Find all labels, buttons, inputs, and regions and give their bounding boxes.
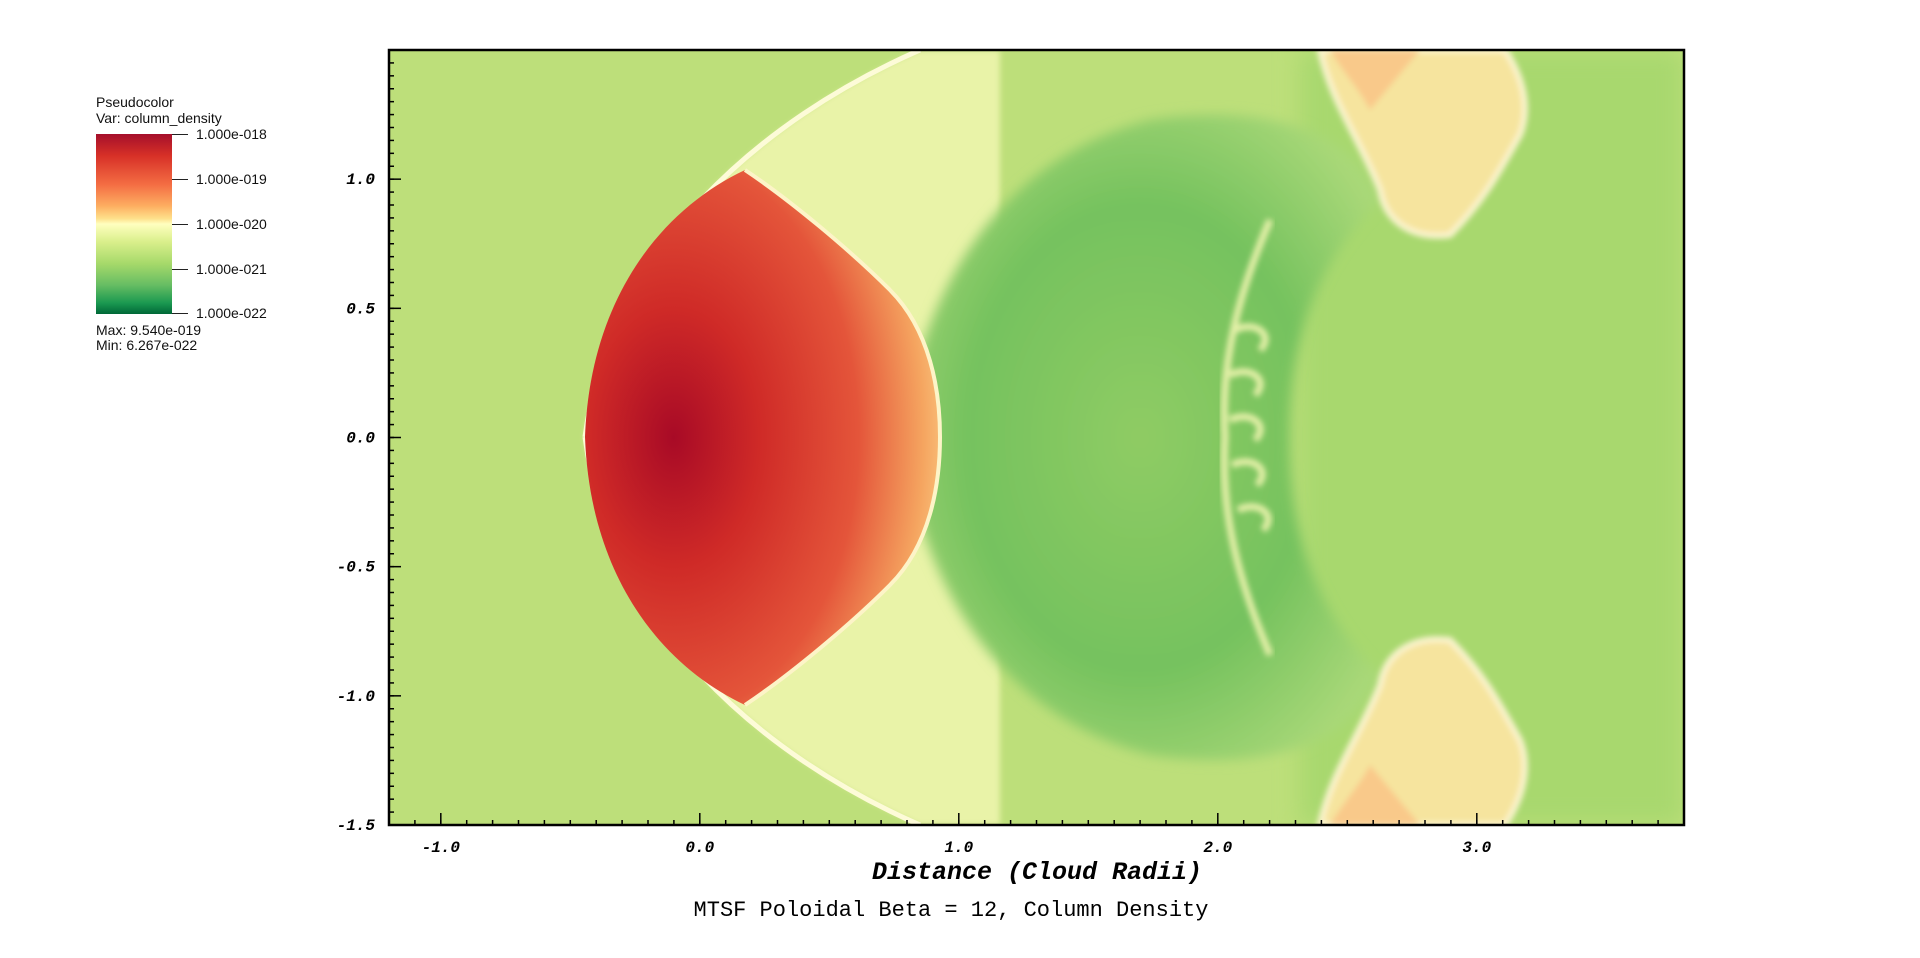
cloud-core — [585, 170, 940, 705]
x-tick-label: -1.0 — [422, 839, 461, 857]
outer-lobes — [1316, 50, 1528, 825]
y-tick-label: 0.5 — [346, 300, 375, 318]
colorbar-legend: Pseudocolor Var: column_density 1.000e-0… — [96, 94, 316, 364]
y-tick-label: 1.0 — [346, 171, 375, 189]
y-tick-label: -0.5 — [337, 559, 376, 577]
lower-lobe-core — [1330, 765, 1420, 825]
y-tick-label: -1.0 — [337, 688, 376, 706]
colorbar-tick — [172, 269, 188, 270]
heatmap-field — [389, 50, 1684, 825]
colorbar-gradient — [96, 134, 172, 314]
colorbar-tick-label: 1.000e-019 — [196, 171, 267, 187]
legend-max: Max: 9.540e-019 — [96, 322, 202, 338]
upper-lobe-core — [1330, 50, 1420, 110]
x-tick-label: 3.0 — [1462, 839, 1491, 857]
y-tick-label: -1.5 — [337, 817, 376, 835]
colorbar-tick-label: 1.000e-021 — [196, 261, 267, 277]
x-tick-label: 2.0 — [1203, 839, 1232, 857]
colorbar-tick — [172, 224, 188, 225]
chart-title: MTSF Poloidal Beta = 12, Column Density — [694, 898, 1209, 923]
y-tick-label: 0.0 — [346, 430, 375, 448]
x-axis-label: Distance (Cloud Radii) — [872, 858, 1202, 887]
legend-variable: Var: column_density — [96, 110, 222, 126]
wake-region — [900, 114, 1380, 761]
legend-min: Min: 6.267e-022 — [96, 337, 198, 353]
x-tick-label: 0.0 — [685, 839, 714, 857]
colorbar-tick-label: 1.000e-020 — [196, 216, 267, 232]
axes: -1.0 0.0 1.0 2.0 3.0 1.0 0.5 0.0 -0.5 -1.0 -1.5 — [337, 49, 1685, 857]
legend-plot-type: Pseudocolor — [96, 94, 174, 110]
colorbar-tick-label: 1.000e-022 — [196, 305, 267, 321]
core-edge — [743, 168, 943, 707]
instability-curls — [1220, 218, 1274, 657]
colorbar-tick — [172, 179, 188, 180]
colorbar-tick — [172, 313, 188, 314]
colorbar-tick-label: 1.000e-018 — [196, 126, 267, 142]
colorbar-tick — [172, 134, 188, 135]
x-tick-label: 1.0 — [944, 839, 973, 857]
